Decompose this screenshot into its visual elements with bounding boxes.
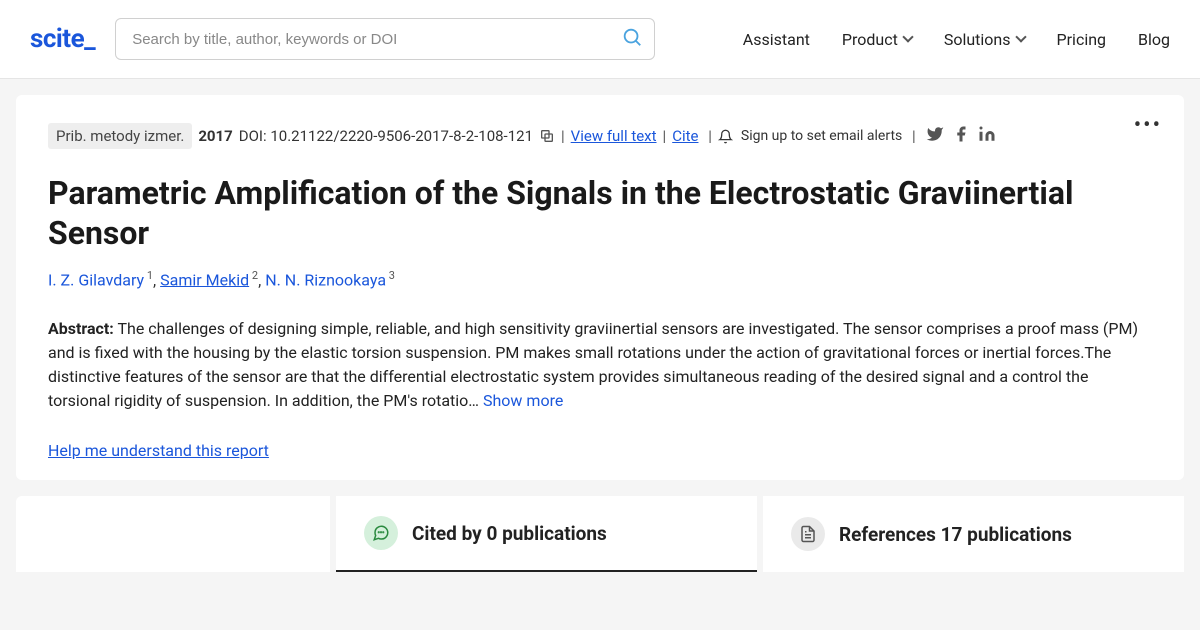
nav-pricing-label: Pricing — [1057, 30, 1107, 49]
email-alerts-link[interactable]: Sign up to set email alerts — [741, 128, 902, 144]
meta-row: Prib. metody izmer. 2017 DOI: 10.21122/2… — [48, 123, 1152, 149]
search-icon[interactable] — [621, 26, 643, 52]
nav-product[interactable]: Product — [842, 30, 912, 49]
authors: I. Z. Gilavdary 1, Samir Mekid 2, N. N. … — [48, 269, 1152, 289]
left-panel-placeholder — [16, 496, 330, 572]
references-icon — [791, 517, 825, 551]
tab-references[interactable]: References 17 publications — [763, 496, 1184, 572]
cite-link[interactable]: Cite — [672, 127, 698, 145]
separator: | — [704, 127, 711, 145]
journal-tag[interactable]: Prib. metody izmer. — [48, 123, 192, 149]
more-options-icon[interactable]: ••• — [1134, 113, 1162, 138]
logo[interactable]: scite_ — [30, 24, 95, 54]
abstract-label: Abstract: — [48, 319, 114, 338]
facebook-icon[interactable] — [952, 125, 970, 147]
nav-solutions-label: Solutions — [944, 30, 1011, 49]
copy-icon[interactable] — [539, 128, 555, 144]
nav-product-label: Product — [842, 30, 898, 49]
chevron-down-icon — [1015, 31, 1026, 42]
nav-solutions[interactable]: Solutions — [944, 30, 1025, 49]
search-input[interactable] — [115, 18, 655, 60]
separator: | — [908, 127, 915, 145]
tab-references-label: References 17 publications — [839, 523, 1072, 546]
tab-cited-label: Cited by 0 publications — [412, 522, 607, 545]
tabs-row: Cited by 0 publications References 17 pu… — [16, 496, 1184, 572]
author-affiliation-sup: 2 — [249, 269, 258, 282]
cited-icon — [364, 516, 398, 550]
social-icons — [926, 125, 996, 147]
author: I. Z. Gilavdary — [48, 270, 144, 289]
separator: | — [663, 127, 667, 145]
view-full-text-link[interactable]: View full text — [571, 127, 657, 145]
nav-assistant-label: Assistant — [743, 30, 810, 49]
header: scite_ Assistant Product Solutions Prici… — [0, 0, 1200, 79]
abstract: Abstract: The challenges of designing si… — [48, 317, 1152, 413]
tab-cited-by[interactable]: Cited by 0 publications — [336, 496, 757, 572]
separator: | — [561, 127, 565, 145]
nav-assistant[interactable]: Assistant — [743, 30, 810, 49]
linkedin-icon[interactable] — [978, 125, 996, 147]
search-wrap — [115, 18, 655, 60]
nav-blog-label: Blog — [1138, 30, 1170, 49]
nav-blog[interactable]: Blog — [1138, 30, 1170, 49]
abstract-text: The challenges of designing simple, reli… — [48, 319, 1138, 410]
chevron-down-icon — [902, 31, 913, 42]
year: 2017 — [198, 127, 232, 145]
help-understand-link[interactable]: Help me understand this report — [48, 441, 269, 460]
paper-title: Parametric Amplification of the Signals … — [48, 173, 1152, 253]
author-affiliation-sup: 1 — [144, 269, 153, 282]
author: N. N. Riznookaya — [265, 270, 386, 289]
nav-pricing[interactable]: Pricing — [1057, 30, 1107, 49]
nav: Assistant Product Solutions Pricing Blog — [743, 30, 1170, 49]
bell-icon — [718, 129, 733, 144]
paper-card: ••• Prib. metody izmer. 2017 DOI: 10.211… — [16, 95, 1184, 480]
doi-text: DOI: 10.21122/2220-9506-2017-8-2-108-121 — [239, 127, 533, 145]
author[interactable]: Samir Mekid — [160, 270, 249, 289]
twitter-icon[interactable] — [926, 125, 944, 147]
author-affiliation-sup: 3 — [386, 269, 395, 282]
show-more-link[interactable]: Show more — [483, 391, 563, 410]
